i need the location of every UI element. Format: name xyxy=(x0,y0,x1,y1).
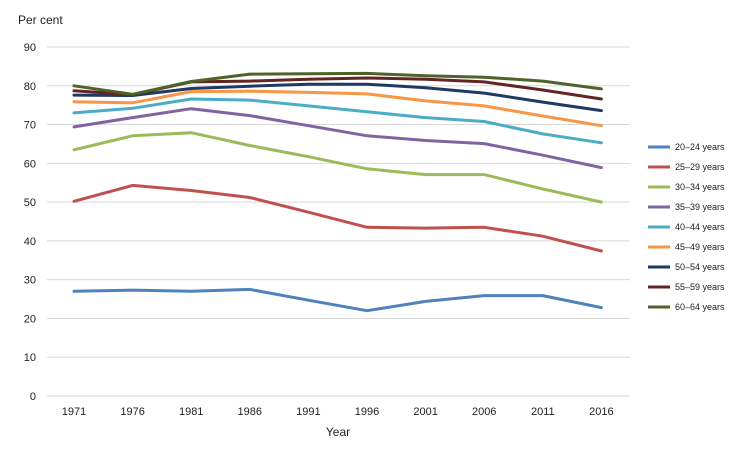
x-axis-ticks: 1971 1976 1981 1986 1991 1996 2001 2006 2011 2016 xyxy=(62,406,614,418)
x-axis-title: Year xyxy=(326,425,350,439)
legend-label: 60–64 years xyxy=(675,302,725,312)
y-tick-label: 10 xyxy=(24,352,36,364)
x-tick-label: 1976 xyxy=(120,406,144,418)
y-tick-label: 60 xyxy=(24,158,36,170)
series-line-3 xyxy=(72,107,603,170)
x-tick-label: 1971 xyxy=(62,406,86,418)
x-tick-label: 2011 xyxy=(531,406,555,418)
y-tick-label: 70 xyxy=(24,120,36,132)
y-axis-ticks: 0 10 20 30 40 50 60 70 80 90 xyxy=(24,42,36,403)
x-tick-label: 2016 xyxy=(589,406,613,418)
series-line-1 xyxy=(72,183,603,253)
y-tick-label: 0 xyxy=(30,391,36,403)
x-tick-label: 1981 xyxy=(179,406,203,418)
legend: 20–24 years 25–29 years 30–34 years 35–39 y… xyxy=(648,142,725,312)
series-line-6 xyxy=(72,82,603,113)
series-line-0 xyxy=(72,287,603,313)
series-line-2 xyxy=(72,131,603,204)
y-tick-label: 90 xyxy=(24,42,36,54)
legend-label: 55–59 years xyxy=(675,282,725,292)
legend-label: 40–44 years xyxy=(675,222,725,232)
y-tick-label: 50 xyxy=(24,197,36,209)
legend-label: 30–34 years xyxy=(675,182,725,192)
x-tick-label: 1996 xyxy=(355,406,379,418)
x-tick-label: 2006 xyxy=(472,406,496,418)
legend-label: 25–29 years xyxy=(675,162,725,172)
y-tick-label: 40 xyxy=(24,236,36,248)
x-tick-label: 1986 xyxy=(238,406,262,418)
legend-label: 50–54 years xyxy=(675,262,725,272)
y-axis-title: Per cent xyxy=(18,13,63,27)
series-line-8 xyxy=(72,71,603,96)
y-tick-label: 80 xyxy=(24,81,36,93)
series-line-5 xyxy=(72,89,603,128)
series-line-4 xyxy=(72,97,603,145)
series-lines xyxy=(72,71,603,313)
y-tick-label: 30 xyxy=(24,275,36,287)
legend-label: 20–24 years xyxy=(675,142,725,152)
x-tick-label: 1991 xyxy=(296,406,320,418)
x-tick-label: 2001 xyxy=(413,406,437,418)
gridlines xyxy=(47,46,630,397)
y-tick-label: 20 xyxy=(24,313,36,325)
legend-label: 35–39 years xyxy=(675,202,725,212)
legend-label: 45–49 years xyxy=(675,242,725,252)
